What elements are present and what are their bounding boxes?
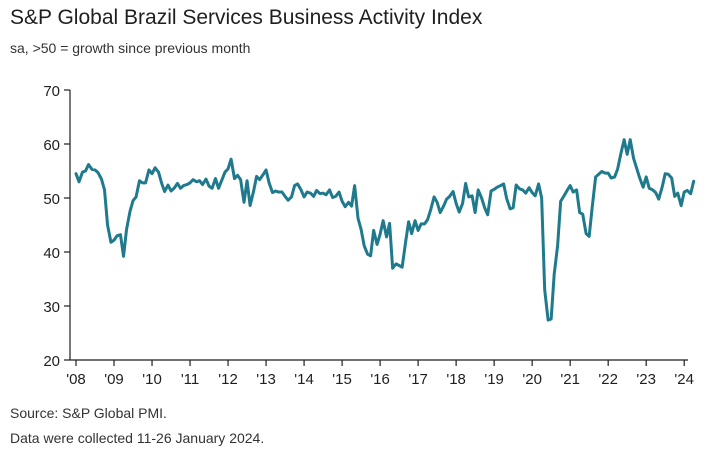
y-tick-label: 40 bbox=[43, 245, 60, 262]
x-tick-label: '14 bbox=[294, 371, 314, 388]
x-tick-label: '16 bbox=[370, 371, 390, 388]
y-tick-label: 30 bbox=[43, 299, 60, 316]
x-tick-label: '22 bbox=[598, 371, 618, 388]
y-tick-label: 60 bbox=[43, 137, 60, 154]
y-tick-label: 70 bbox=[43, 83, 60, 100]
chart-subtitle: sa, >50 = growth since previous month bbox=[10, 40, 251, 56]
x-tick-label: '19 bbox=[484, 371, 504, 388]
y-tick-label: 20 bbox=[43, 353, 60, 370]
x-tick-label: '11 bbox=[181, 371, 199, 388]
x-tick-label: '10 bbox=[142, 371, 162, 388]
x-tick-label: '21 bbox=[560, 371, 580, 388]
x-tick-label: '09 bbox=[104, 371, 124, 388]
source-note: Source: S&P Global PMI. bbox=[10, 405, 167, 421]
x-tick-label: '23 bbox=[636, 371, 656, 388]
series-line-0 bbox=[74, 138, 696, 322]
y-tick-label: 50 bbox=[43, 191, 60, 208]
x-tick-label: '20 bbox=[522, 371, 542, 388]
collection-note: Data were collected 11-26 January 2024. bbox=[10, 430, 265, 446]
x-tick-label: '13 bbox=[256, 371, 276, 388]
line-chart: 20 30 40 50 60 70 '08 '09 '10 '11 '12 '13 '14 '15 '16 '… bbox=[43, 83, 696, 388]
x-tick-label: '12 bbox=[218, 371, 238, 388]
x-tick-label: '15 bbox=[332, 371, 352, 388]
chart-title: S&P Global Brazil Services Business Acti… bbox=[10, 6, 483, 29]
x-tick-label: '08 bbox=[66, 371, 86, 388]
chart-axes bbox=[64, 89, 688, 366]
x-tick-label: '18 bbox=[446, 371, 466, 388]
x-tick-label: '24 bbox=[674, 371, 694, 388]
chart-tick-labels: 20 30 40 50 60 70 '08 '09 '10 '11 '12 '13 '14 '15 '16 '… bbox=[43, 83, 694, 388]
chart-series bbox=[74, 138, 696, 322]
x-tick-label: '17 bbox=[408, 371, 428, 388]
